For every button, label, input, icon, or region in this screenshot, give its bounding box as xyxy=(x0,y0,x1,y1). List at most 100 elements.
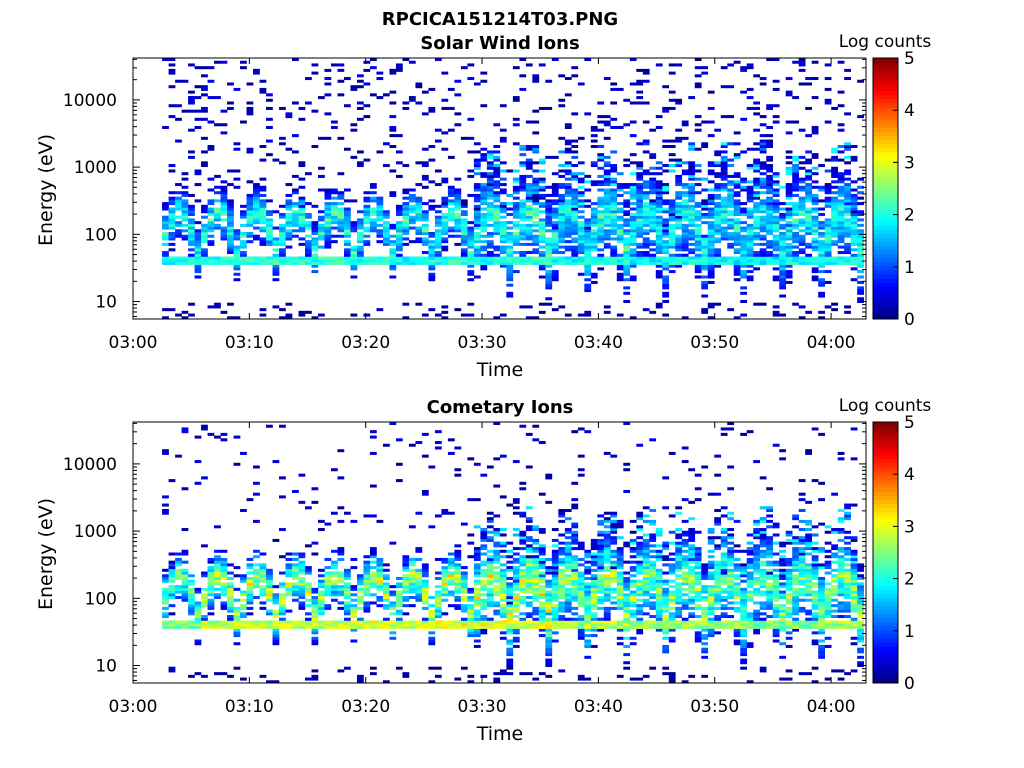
spectrogram-cell xyxy=(551,232,559,236)
spectrogram-cell xyxy=(545,79,553,83)
spectrogram-cell xyxy=(753,302,761,306)
spectrogram-cell xyxy=(408,587,416,591)
spectrogram-cell xyxy=(168,623,176,627)
spectrogram-cell xyxy=(188,101,195,105)
spectrogram-cell xyxy=(460,604,468,608)
spectrogram-cell xyxy=(480,153,488,157)
spectrogram-cell xyxy=(558,574,566,578)
spectrogram-cell xyxy=(616,226,624,230)
spectrogram-cell xyxy=(376,234,384,238)
spectrogram-cell xyxy=(623,261,631,265)
spectrogram-cell xyxy=(454,579,462,583)
spectrogram-cell xyxy=(181,229,189,233)
spectrogram-cell xyxy=(564,223,572,227)
spectrogram-cell xyxy=(623,158,631,162)
spectrogram-cell xyxy=(285,221,293,225)
spectrogram-cell xyxy=(597,188,605,192)
spectrogram-cell xyxy=(402,582,410,586)
spectrogram-cell xyxy=(551,215,559,219)
spectrogram-cell xyxy=(305,221,312,225)
spectrogram-cell xyxy=(486,555,494,559)
spectrogram-cell xyxy=(636,221,644,225)
spectrogram-cell xyxy=(272,601,280,605)
spectrogram-cell xyxy=(428,259,436,263)
spectrogram-cell xyxy=(668,215,676,219)
spectrogram-cell xyxy=(434,242,442,246)
spectrogram-cell xyxy=(805,185,813,189)
spectrogram-cell xyxy=(824,240,832,244)
spectrogram-cell xyxy=(343,585,351,589)
spectrogram-cell xyxy=(506,666,514,670)
spectrogram-cell xyxy=(571,232,579,236)
spectrogram-cell xyxy=(532,261,540,265)
spectrogram-cell xyxy=(246,101,254,105)
spectrogram-cell xyxy=(558,547,566,551)
spectrogram-cell xyxy=(577,193,585,197)
spectrogram-cell xyxy=(279,585,286,589)
spectrogram-cell xyxy=(350,612,358,616)
spectrogram-cell xyxy=(499,598,507,602)
spectrogram-cell xyxy=(844,155,851,159)
spectrogram-cell xyxy=(766,106,774,110)
spectrogram-cell xyxy=(214,582,221,586)
spectrogram-cell xyxy=(220,590,228,594)
spectrogram-cell xyxy=(532,169,540,173)
spectrogram-cell xyxy=(811,131,819,135)
spectrogram-cell xyxy=(558,552,566,556)
spectrogram-cell xyxy=(330,63,338,67)
spectrogram-cell xyxy=(194,221,202,225)
spectrogram-cell xyxy=(642,259,650,263)
spectrogram-cell xyxy=(642,256,650,260)
spectrogram-cell xyxy=(454,571,462,575)
spectrogram-cell xyxy=(395,240,403,244)
spectrogram-cell xyxy=(233,606,241,610)
spectrogram-cell xyxy=(629,120,637,124)
spectrogram-cell xyxy=(525,229,533,233)
spectrogram-cell xyxy=(441,305,449,309)
spectrogram-cell xyxy=(590,125,598,129)
spectrogram-cell xyxy=(467,278,475,282)
spectrogram-cell xyxy=(785,221,793,225)
spectrogram-cell xyxy=(493,185,501,189)
spectrogram-cell xyxy=(564,183,572,187)
spectrogram-cell xyxy=(805,245,813,249)
spectrogram-cell xyxy=(324,82,332,86)
spectrogram-cell xyxy=(532,199,540,203)
spectrogram-cell xyxy=(292,620,299,624)
spectrogram-cell xyxy=(525,506,533,510)
spectrogram-cell xyxy=(214,568,221,572)
spectrogram-cell xyxy=(506,278,514,282)
spectrogram-cell xyxy=(545,663,553,667)
spectrogram-cell xyxy=(467,604,475,608)
spectrogram-cell xyxy=(532,316,540,320)
spectrogram-cell xyxy=(662,234,670,238)
spectrogram-cell xyxy=(408,256,416,260)
spectrogram-cell xyxy=(305,223,312,227)
spectrogram-cell xyxy=(207,560,215,564)
spectrogram-cell xyxy=(584,639,592,643)
spectrogram-cell xyxy=(421,261,429,265)
spectrogram-cell xyxy=(480,147,488,151)
spectrogram-cell xyxy=(415,596,423,600)
spectrogram-cell xyxy=(324,566,332,570)
spectrogram-cell xyxy=(584,237,592,241)
spectrogram-cell xyxy=(766,226,774,230)
spectrogram-cell xyxy=(772,199,780,203)
spectrogram-cell xyxy=(343,609,351,613)
spectrogram-cell xyxy=(188,582,195,586)
spectrogram-cell xyxy=(824,221,832,225)
spectrogram-cell xyxy=(318,210,325,214)
spectrogram-cell xyxy=(337,449,345,453)
spectrogram-cell xyxy=(421,563,429,567)
spectrogram-cell xyxy=(636,261,644,265)
spectrogram-cell xyxy=(421,218,429,222)
spectrogram-cell xyxy=(162,574,169,578)
spectrogram-cell xyxy=(162,596,169,600)
spectrogram-cell xyxy=(818,221,825,225)
spectrogram-cell xyxy=(175,620,182,624)
spectrogram-cell xyxy=(577,582,585,586)
spectrogram-cell xyxy=(597,218,605,222)
spectrogram-cell xyxy=(499,590,507,594)
spectrogram-cell xyxy=(636,166,644,170)
spectrogram-cell xyxy=(538,218,546,222)
